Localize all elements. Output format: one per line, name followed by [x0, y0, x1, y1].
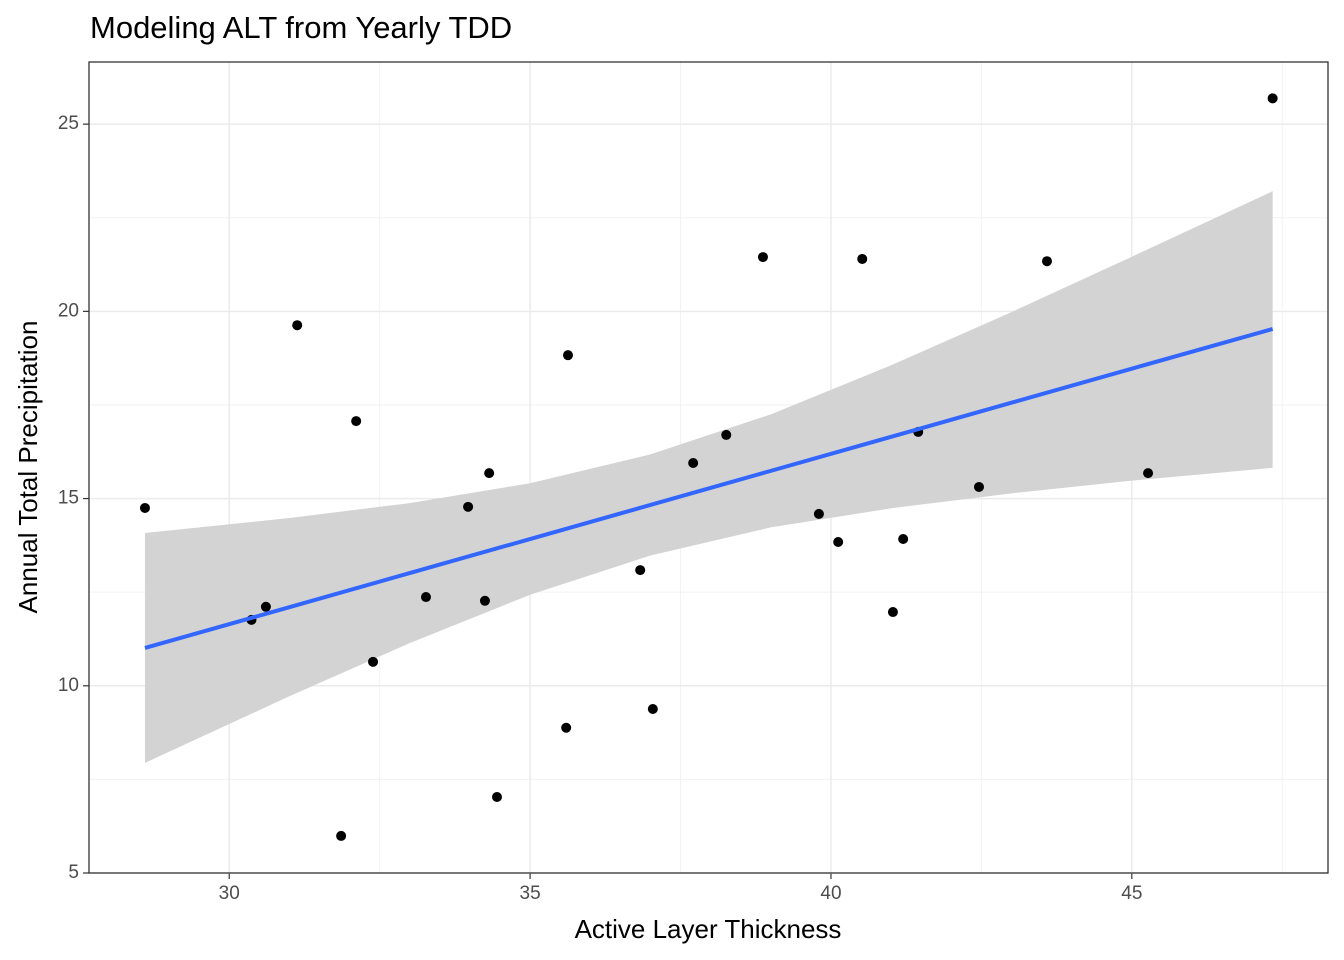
x-tick-label: 30 — [219, 883, 240, 904]
fit-line — [144, 327, 1274, 650]
x-tick-label: 40 — [820, 883, 841, 904]
point — [484, 468, 495, 479]
point — [721, 429, 732, 440]
point — [813, 508, 824, 519]
point — [420, 592, 431, 603]
point — [336, 830, 347, 841]
y-tick-label: 20 — [58, 300, 79, 321]
point — [898, 534, 909, 545]
y-tick-label: 10 — [58, 675, 79, 696]
point — [973, 481, 984, 492]
point — [479, 595, 490, 606]
point — [1041, 256, 1052, 267]
point — [635, 565, 646, 576]
point — [368, 656, 379, 667]
point — [857, 253, 868, 264]
y-axis-label: Annual Total Precipitation — [13, 321, 43, 614]
confidence-band — [144, 191, 1273, 763]
point — [351, 416, 362, 427]
point — [139, 502, 150, 513]
x-tick-label: 45 — [1121, 883, 1142, 904]
point — [561, 722, 572, 733]
y-tick-label: 25 — [58, 113, 79, 134]
x-tick-label: 35 — [520, 883, 541, 904]
panel-border — [88, 61, 1329, 874]
point — [757, 252, 768, 263]
point — [463, 501, 474, 512]
point — [887, 607, 898, 618]
chart-title: Modeling ALT from Yearly TDD — [90, 10, 512, 45]
y-tick-label: 15 — [58, 488, 79, 509]
point — [688, 458, 699, 469]
y-tick-label: 5 — [68, 862, 79, 883]
point — [833, 537, 844, 548]
point — [1143, 468, 1154, 479]
point — [260, 601, 271, 612]
point — [1267, 93, 1278, 104]
point — [562, 350, 573, 361]
x-axis-label: Active Layer Thickness — [575, 914, 842, 944]
point — [491, 791, 502, 802]
point — [647, 704, 658, 715]
point — [292, 320, 303, 331]
